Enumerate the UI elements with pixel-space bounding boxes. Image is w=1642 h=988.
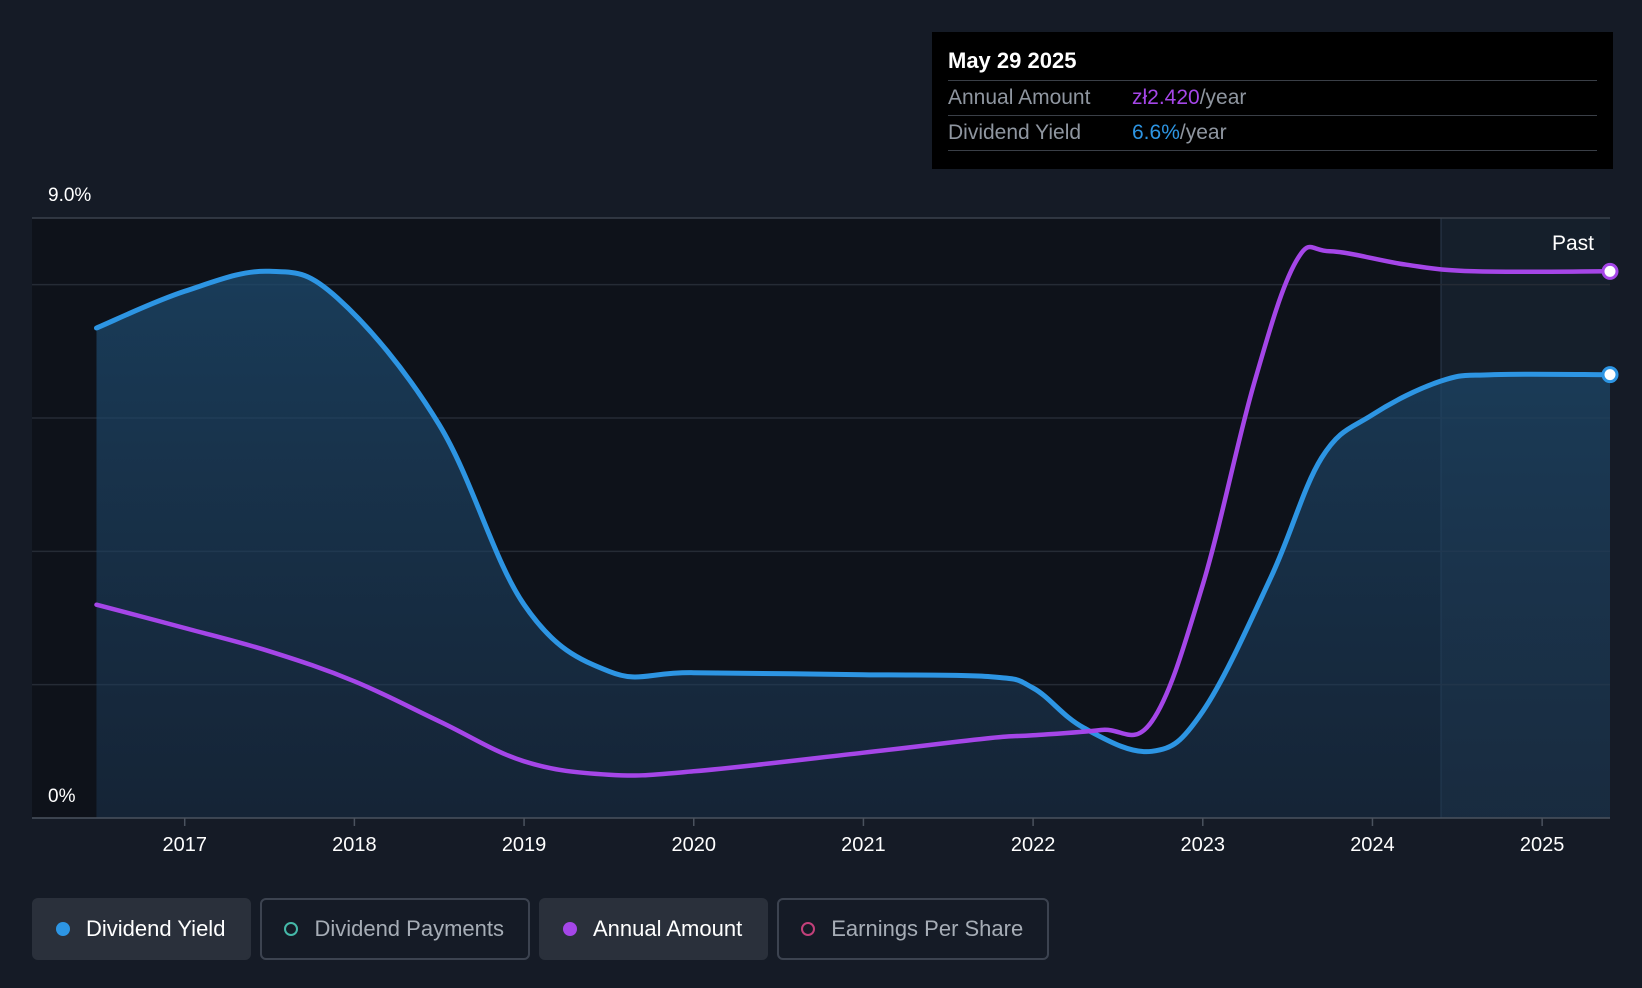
tooltip-row-dividend-yield: Dividend Yield 6.6% /year — [948, 115, 1597, 151]
past-label: Past — [1552, 232, 1594, 255]
legend-label: Dividend Payments — [314, 916, 504, 941]
tooltip-date: May 29 2025 — [948, 48, 1077, 73]
legend: Dividend Yield Dividend Payments Annual … — [32, 898, 1058, 960]
annual-amount-endpoint[interactable] — [1601, 262, 1619, 280]
dividend-yield-line — [94, 268, 1613, 755]
tooltip-unit: /year — [1179, 121, 1227, 144]
tooltip-label: Dividend Yield — [948, 121, 1082, 144]
legend-label: Earnings Per Share — [831, 916, 1024, 941]
y-tick-top: 9.0% — [48, 185, 91, 206]
x-tick-label: 2025 — [1520, 834, 1565, 856]
tooltip-row-annual-amount: Annual Amount zł2.420 /year — [948, 80, 1597, 115]
x-tick-label: 2017 — [162, 834, 207, 856]
tooltip-label: Annual Amount — [948, 86, 1091, 109]
tooltip-value: 6.6% — [1132, 121, 1180, 144]
legend-dividend-payments[interactable]: Dividend Payments — [260, 898, 530, 960]
legend-dot-icon — [284, 922, 299, 936]
x-tick-label: 2018 — [332, 834, 377, 856]
legend-annual-amount[interactable]: Annual Amount — [538, 898, 769, 960]
x-tick-label: 2021 — [841, 834, 886, 856]
tooltip-unit: /year — [1199, 86, 1247, 109]
x-tick-label: 2022 — [1011, 834, 1056, 856]
tooltip-value: zł2.420 — [1132, 86, 1200, 109]
legend-dividend-yield[interactable]: Dividend Yield — [32, 898, 252, 960]
y-tick-bottom: 0% — [48, 786, 76, 807]
x-axis-ticks: 2017 2018 2019 2020 2021 2022 2023 2024 2025 — [162, 818, 1564, 856]
annual-amount-line — [94, 244, 1613, 778]
legend-dot-icon — [562, 922, 577, 936]
tooltip: May 29 2025 Annual Amount zł2.420 /year … — [932, 32, 1613, 169]
x-tick-label: 2019 — [502, 834, 547, 856]
legend-label: Annual Amount — [592, 916, 743, 941]
x-tick-label: 2024 — [1350, 834, 1395, 856]
dividend-yield-endpoint[interactable] — [1601, 366, 1619, 384]
legend-dot-icon — [56, 922, 70, 936]
dividend-yield-area — [96, 271, 1610, 819]
legend-dot-icon — [801, 922, 816, 936]
x-tick-label: 2023 — [1181, 834, 1226, 856]
legend-label: Dividend Yield — [86, 916, 226, 941]
x-tick-label: 2020 — [671, 834, 716, 856]
legend-earnings-per-share[interactable]: Earnings Per Share — [777, 898, 1050, 960]
